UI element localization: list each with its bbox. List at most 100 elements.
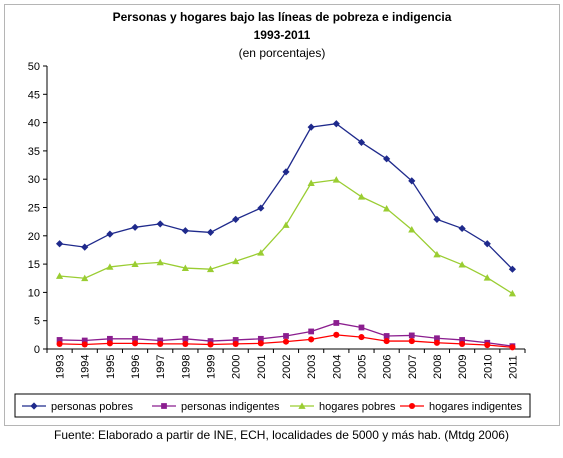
data-point [357,138,366,147]
y-tick-label: 30 [28,174,40,186]
x-tick-label: 1996 [130,355,142,379]
data-point [408,332,415,339]
x-tick-label: 2001 [256,355,268,379]
data-point [257,204,265,212]
legend-item: hogares pobres [290,401,396,413]
y-tick-label: 0 [34,344,40,356]
chart-note: (en porcentajes) [239,46,326,60]
legend-label: personas indigentes [181,401,280,413]
y-tick-label: 50 [28,61,40,73]
x-tick-label: 1995 [105,355,117,379]
data-point [433,215,441,223]
data-point [383,333,390,339]
x-tick-label: 2011 [507,355,519,379]
data-point [433,339,441,346]
data-point [232,257,240,265]
data-point [383,155,391,163]
legend-item: personas indigentes [152,401,280,413]
series-hogares-pobres [55,176,517,297]
data-point [257,249,265,256]
data-point [131,260,139,267]
data-point [333,331,340,338]
data-point [182,340,189,347]
data-point [106,230,114,238]
data-point [298,402,306,409]
y-tick-label: 40 [28,118,40,130]
data-point [283,333,289,339]
data-point [156,258,164,266]
data-point [106,340,113,347]
chart-frame [4,4,560,426]
x-tick-label: 2004 [331,355,343,379]
data-point [56,340,63,347]
data-point [332,120,340,128]
x-tick-label: 2007 [407,355,419,379]
data-point [257,335,264,342]
data-point [308,336,315,343]
x-tick-label: 2000 [231,355,243,379]
x-tick-label: 1998 [180,355,192,379]
y-tick-label: 5 [34,316,40,328]
data-point [157,337,164,344]
data-point [132,335,138,342]
chart: Personas y hogares bajo las líneas de po… [14,10,531,418]
data-point [56,337,63,343]
legend-label: hogares indigentes [429,401,522,413]
y-tick-label: 20 [28,231,40,243]
data-point [81,337,88,344]
data-point [232,215,240,223]
data-point [408,225,416,233]
data-point [156,220,164,228]
data-point [232,337,239,343]
data-point [484,341,491,349]
data-point [107,335,113,342]
series-hogares-indigentes [56,331,516,351]
series-line [59,123,513,270]
y-tick-label: 15 [28,259,40,271]
data-point [509,344,516,351]
data-point [182,335,189,342]
legend-box [14,393,531,418]
data-point [207,338,214,344]
data-point [181,264,189,271]
data-point [308,328,315,335]
data-point [333,320,340,326]
x-tick-label: 1997 [155,355,167,379]
data-point [358,324,365,331]
chart-legend: personas pobres personas indigentes hogare… [14,393,531,418]
data-point [332,176,340,183]
x-tick-label: 2009 [457,355,469,379]
x-tick-label: 1994 [80,355,92,379]
data-point [257,340,264,347]
x-tick-label: 2005 [356,355,368,379]
y-tick-label: 45 [28,89,40,101]
legend-label: personas pobres [51,401,133,413]
data-point [459,337,465,343]
x-tick-label: 1993 [55,355,67,379]
data-point [508,289,517,297]
y-tick-label: 35 [28,146,40,158]
data-point [408,177,416,185]
x-tick-label: 2008 [432,355,444,379]
source-note: Fuente: Elaborado a partir de INE, ECH, … [54,428,509,442]
x-tick-label: 2006 [382,355,394,379]
data-point [408,338,415,345]
data-point [282,221,290,228]
data-point [458,261,466,268]
data-point [433,250,441,258]
series-personas-indigentes [56,320,516,350]
data-point [408,402,416,410]
legend-label: hogares pobres [319,401,396,413]
legend-item: hogares indigentes [400,401,522,413]
data-point [55,272,64,279]
data-point [307,123,315,131]
data-point [358,334,365,341]
data-point [307,179,315,187]
data-point [106,263,114,270]
x-tick-label: 2002 [281,355,293,379]
legend-item: personas pobres [22,401,133,413]
data-point [207,341,214,348]
y-tick-label: 25 [28,203,40,215]
x-tick-label: 2003 [306,355,318,379]
data-point [181,227,189,235]
